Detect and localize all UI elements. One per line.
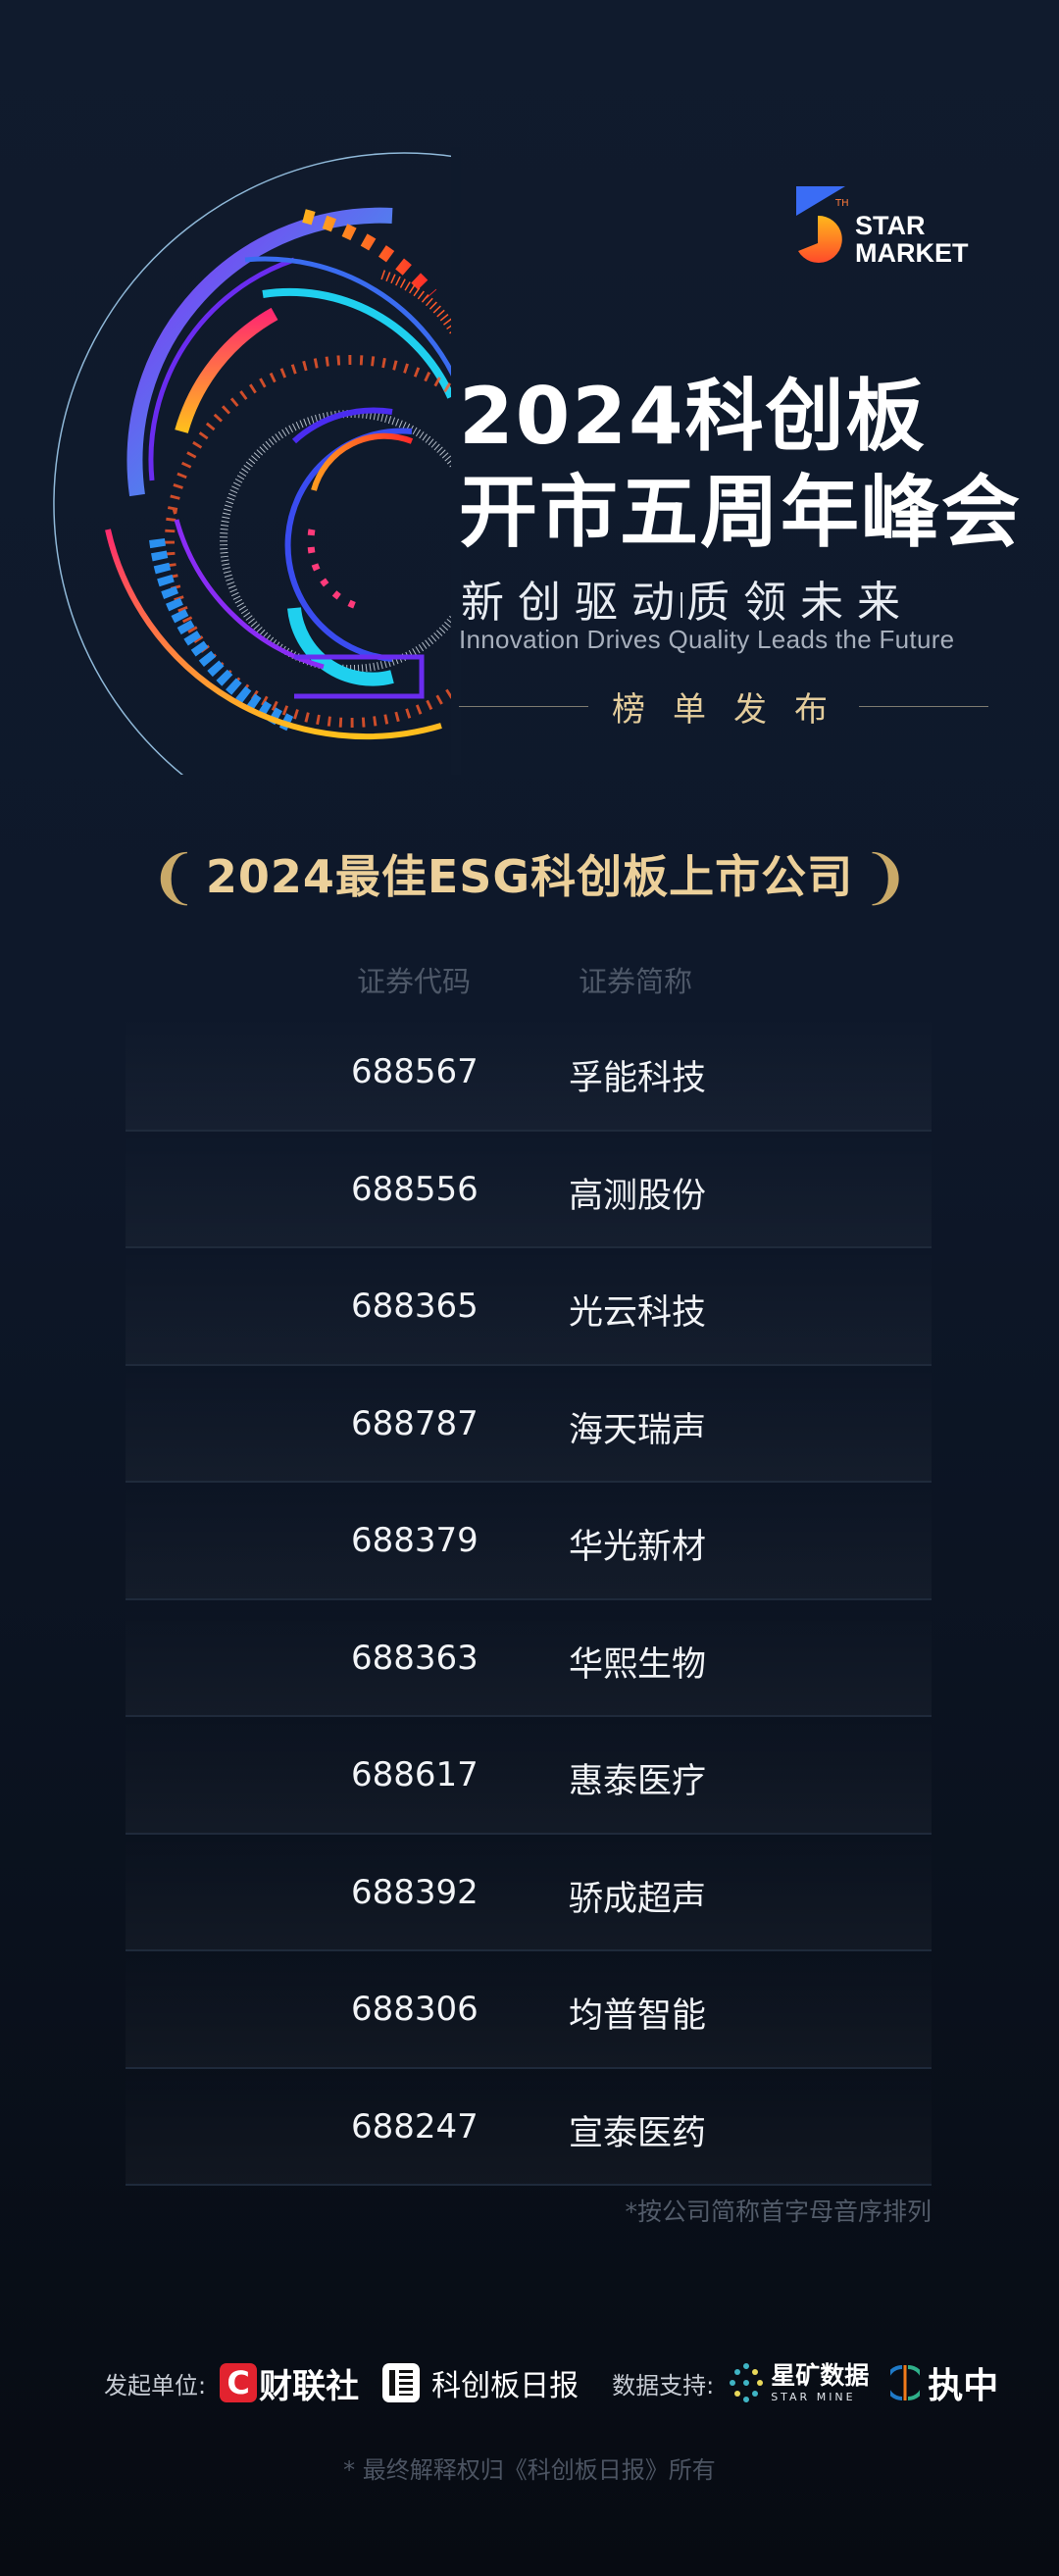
cailianshe-logo: C 财联社 bbox=[220, 2359, 359, 2407]
star-market-logo-mark-icon bbox=[796, 186, 845, 263]
stock-code: 688363 bbox=[351, 1638, 479, 1678]
stock-name: 骄成超声 bbox=[569, 1879, 707, 1919]
table-row: 688306 均普智能 bbox=[126, 1951, 932, 2069]
stock-code: 688306 bbox=[351, 1990, 479, 2029]
slogan-divider bbox=[681, 592, 682, 618]
stock-code: 688556 bbox=[351, 1169, 479, 1209]
stock-code: 688247 bbox=[351, 2106, 479, 2147]
star-market-5th-logo: TH STAR MARKET bbox=[796, 186, 983, 268]
logo-superscript: TH bbox=[835, 198, 849, 209]
star-mine-name-en: STAR MINE bbox=[771, 2391, 856, 2403]
table-row: 688379 华光新材 bbox=[126, 1483, 932, 1600]
stock-code: 688787 bbox=[351, 1403, 479, 1443]
zhizhong-logo: 执中 bbox=[890, 2357, 998, 2408]
table-row: 688787 海天瑞声 bbox=[126, 1365, 932, 1483]
support-label: 数据支持: bbox=[612, 2371, 715, 2399]
stock-name: 高测股份 bbox=[569, 1176, 707, 1216]
table-row: 688567 孚能科技 bbox=[126, 1014, 932, 1132]
table-row: 688365 光云科技 bbox=[126, 1248, 932, 1366]
stock-name: 华熙生物 bbox=[569, 1644, 707, 1685]
hero-title-line2: 开市五周年峰会 bbox=[459, 467, 1022, 558]
organizer-label: 发起单位: bbox=[104, 2371, 207, 2399]
laurel-right-icon: ❩ bbox=[860, 843, 910, 912]
hero-circular-graphic bbox=[53, 147, 461, 775]
stock-code: 688379 bbox=[351, 1521, 479, 1560]
award-title: 2024最佳ESG科创板上市公司 bbox=[205, 850, 854, 903]
table-row: 688617 惠泰医疗 bbox=[126, 1717, 932, 1835]
hero-slogan-en: Innovation Drives Quality Leads the Futu… bbox=[459, 625, 955, 654]
stock-name: 均普智能 bbox=[569, 1996, 707, 2036]
sort-note: *按公司简称首字母音序排列 bbox=[625, 2197, 932, 2226]
table-row: 688392 骄成超声 bbox=[126, 1834, 932, 1951]
table-row: 688363 华熙生物 bbox=[126, 1599, 932, 1717]
stock-name: 华光新材 bbox=[569, 1528, 707, 1567]
divider-left bbox=[459, 706, 588, 707]
zhizhong-mark-icon bbox=[890, 2365, 921, 2400]
divider-right bbox=[859, 706, 988, 707]
section-label-row: 榜单发布 bbox=[459, 682, 988, 731]
cailianshe-mark-icon: C bbox=[220, 2363, 258, 2402]
slogan-right: 质领未来 bbox=[686, 578, 914, 628]
stock-code: 688365 bbox=[351, 1287, 479, 1326]
footer-sponsors: 发起单位: C 财联社 科创板日报 数据支持: 星矿数据 STAR MINE 执中 bbox=[104, 2355, 998, 2410]
stock-name: 孚能科技 bbox=[569, 1059, 707, 1098]
star-mine-name: 星矿数据 bbox=[771, 2361, 870, 2390]
stock-code: 688567 bbox=[351, 1052, 479, 1091]
header-name: 证券简称 bbox=[579, 965, 693, 998]
header-code: 证券代码 bbox=[356, 965, 471, 998]
slogan-left: 新创驱动 bbox=[461, 578, 688, 628]
stock-name: 宣泰医药 bbox=[569, 2113, 707, 2153]
stock-name: 惠泰医疗 bbox=[569, 1762, 707, 1801]
disclaimer: * 最终解释权归《科创板日报》所有 bbox=[343, 2456, 716, 2484]
star-mine-logo: 星矿数据 STAR MINE bbox=[728, 2362, 869, 2403]
table-row: 688556 高测股份 bbox=[126, 1131, 932, 1248]
stock-name: 海天瑞声 bbox=[569, 1410, 707, 1450]
company-table: 688567 孚能科技 688556 高测股份 688365 光云科技 688787 海… bbox=[126, 1014, 932, 2186]
star-mine-dots-icon bbox=[730, 2363, 764, 2402]
hero-title-line1: 2024科创板 bbox=[459, 371, 927, 462]
section-label: 榜单发布 bbox=[612, 690, 855, 730]
kcb-daily-logo: 科创板日报 bbox=[382, 2361, 579, 2404]
hero-slogan: 新创驱动质领未来 bbox=[461, 567, 914, 630]
zhizhong-name: 执中 bbox=[928, 2366, 999, 2406]
kcb-daily-mark-icon bbox=[382, 2363, 421, 2402]
stock-code: 688617 bbox=[351, 1755, 479, 1794]
stock-code: 688392 bbox=[351, 1872, 479, 1912]
kcb-daily-name: 科创板日报 bbox=[431, 2369, 580, 2403]
logo-text-market: MARKET bbox=[855, 238, 969, 268]
cailianshe-name: 财联社 bbox=[259, 2366, 360, 2406]
laurel-left-icon: ❨ bbox=[149, 843, 199, 912]
logo-text-star: STAR bbox=[855, 211, 926, 240]
table-row: 688247 宣泰医药 bbox=[126, 2068, 932, 2186]
stock-name: 光云科技 bbox=[569, 1293, 707, 1333]
